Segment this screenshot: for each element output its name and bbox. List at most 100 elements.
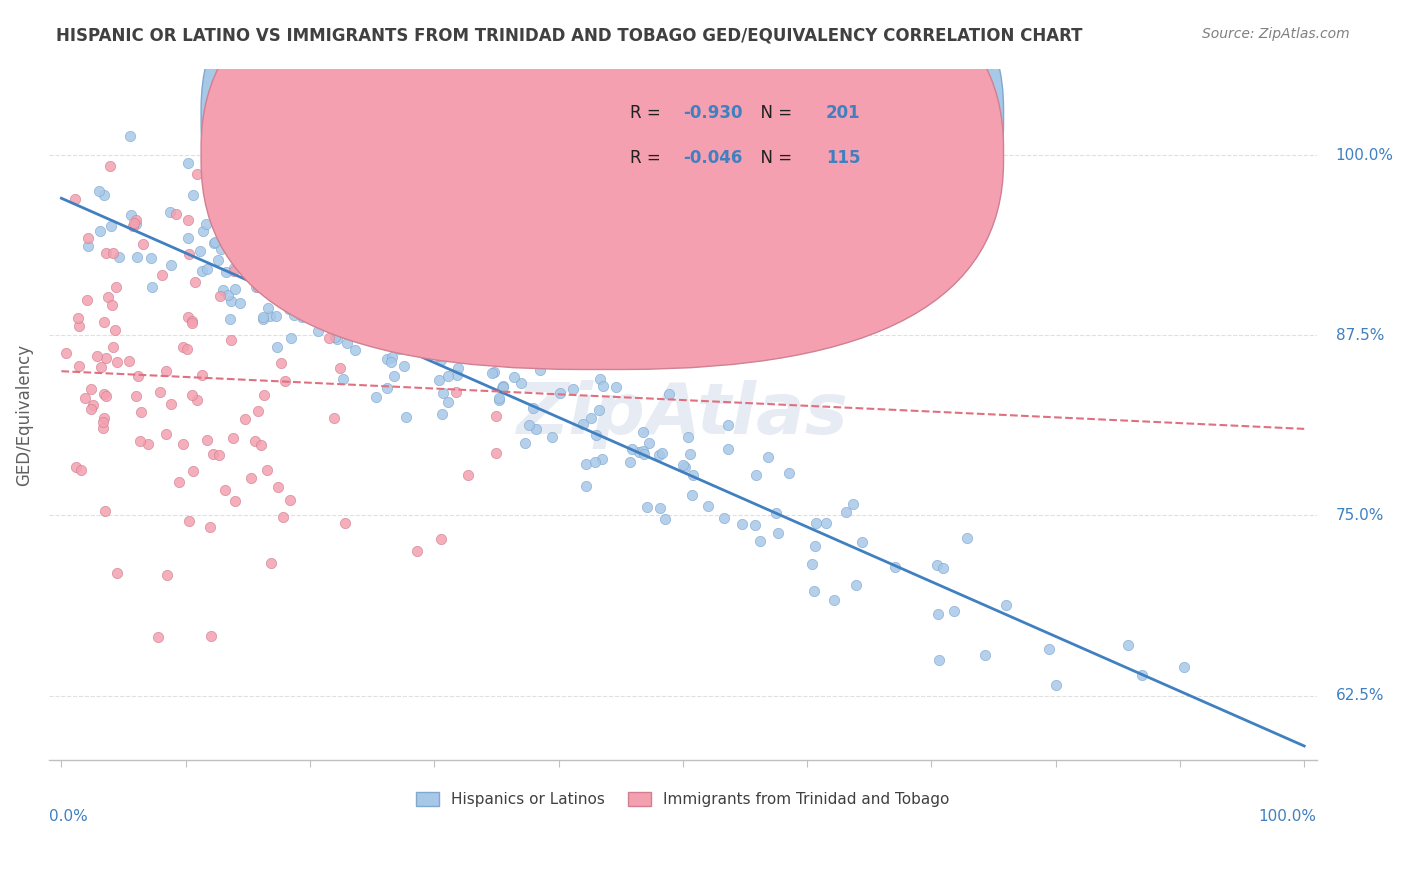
Point bbox=[283, 156, 305, 170]
Point bbox=[388, 342, 411, 356]
Point bbox=[172, 340, 194, 354]
Point bbox=[446, 368, 468, 382]
Point bbox=[730, 517, 752, 532]
Point bbox=[274, 282, 297, 296]
Point bbox=[246, 279, 269, 293]
Point bbox=[233, 412, 256, 426]
Point bbox=[467, 311, 489, 326]
Point bbox=[329, 360, 352, 375]
Point bbox=[322, 222, 344, 236]
Point bbox=[202, 447, 225, 461]
Point bbox=[804, 539, 827, 553]
Point bbox=[408, 327, 430, 342]
Point bbox=[191, 368, 214, 382]
Point bbox=[457, 467, 479, 482]
Point bbox=[222, 260, 245, 275]
Point bbox=[165, 207, 187, 221]
Point bbox=[93, 387, 115, 401]
Point bbox=[682, 468, 704, 483]
Point bbox=[184, 275, 207, 289]
FancyBboxPatch shape bbox=[555, 96, 936, 179]
Point bbox=[245, 242, 267, 256]
Point bbox=[377, 351, 399, 366]
Point bbox=[291, 310, 314, 324]
Point bbox=[398, 230, 420, 244]
Point bbox=[82, 398, 104, 412]
Point bbox=[191, 264, 214, 278]
Point bbox=[562, 382, 585, 396]
Point bbox=[588, 403, 610, 417]
Point bbox=[447, 360, 470, 375]
Point bbox=[202, 235, 225, 250]
Point bbox=[177, 156, 200, 170]
Point bbox=[434, 327, 457, 342]
Text: -0.930: -0.930 bbox=[683, 103, 742, 122]
Point bbox=[605, 380, 627, 394]
Point bbox=[509, 376, 531, 390]
Point bbox=[217, 287, 239, 301]
Point bbox=[215, 265, 238, 279]
Point bbox=[299, 291, 322, 305]
Point bbox=[332, 372, 354, 386]
Point bbox=[307, 325, 329, 339]
Point bbox=[155, 427, 177, 442]
Point bbox=[823, 593, 845, 607]
Point bbox=[384, 340, 406, 354]
Text: R =: R = bbox=[630, 103, 665, 122]
Point bbox=[177, 230, 200, 244]
Point bbox=[804, 516, 827, 530]
Point bbox=[628, 445, 651, 459]
Point bbox=[214, 483, 236, 497]
Point bbox=[430, 345, 453, 359]
Point bbox=[392, 359, 415, 374]
Point bbox=[925, 558, 948, 573]
Point bbox=[93, 411, 115, 425]
Text: 201: 201 bbox=[827, 103, 860, 122]
Point bbox=[118, 129, 141, 144]
Point bbox=[619, 455, 641, 469]
Point bbox=[249, 438, 271, 452]
Text: HISPANIC OR LATINO VS IMMIGRANTS FROM TRINIDAD AND TOBAGO GED/EQUIVALENCY CORREL: HISPANIC OR LATINO VS IMMIGRANTS FROM TR… bbox=[56, 27, 1083, 45]
Point bbox=[224, 282, 246, 296]
Text: 115: 115 bbox=[827, 149, 860, 167]
Point bbox=[239, 471, 262, 485]
Point bbox=[243, 253, 266, 268]
Point bbox=[347, 325, 370, 339]
Point bbox=[70, 463, 93, 477]
Point bbox=[658, 386, 681, 401]
Point bbox=[253, 388, 276, 402]
Text: 62.5%: 62.5% bbox=[1336, 688, 1384, 703]
Point bbox=[717, 418, 740, 433]
Point bbox=[245, 280, 267, 294]
Point bbox=[1130, 668, 1153, 682]
Point bbox=[748, 534, 770, 549]
Point bbox=[160, 397, 183, 411]
Point bbox=[181, 465, 204, 479]
Point bbox=[224, 264, 246, 278]
Point bbox=[177, 310, 200, 324]
Point bbox=[943, 604, 966, 618]
Point bbox=[284, 268, 307, 282]
Point bbox=[422, 304, 444, 318]
Point bbox=[522, 401, 544, 416]
Point bbox=[380, 350, 402, 364]
Point bbox=[219, 311, 242, 326]
Point bbox=[927, 607, 949, 622]
Point bbox=[485, 445, 508, 459]
Point bbox=[91, 421, 114, 435]
Point bbox=[350, 286, 373, 301]
Point bbox=[648, 448, 671, 462]
Point bbox=[269, 284, 291, 298]
Point bbox=[118, 353, 141, 368]
Point bbox=[188, 244, 211, 259]
Point bbox=[458, 334, 481, 348]
Point bbox=[122, 219, 145, 233]
Point bbox=[456, 328, 478, 343]
Point bbox=[389, 328, 412, 343]
FancyBboxPatch shape bbox=[201, 0, 1004, 332]
Point bbox=[195, 261, 218, 276]
Point bbox=[91, 416, 114, 430]
Point bbox=[273, 510, 295, 524]
Point bbox=[380, 355, 402, 369]
Point bbox=[283, 300, 305, 314]
